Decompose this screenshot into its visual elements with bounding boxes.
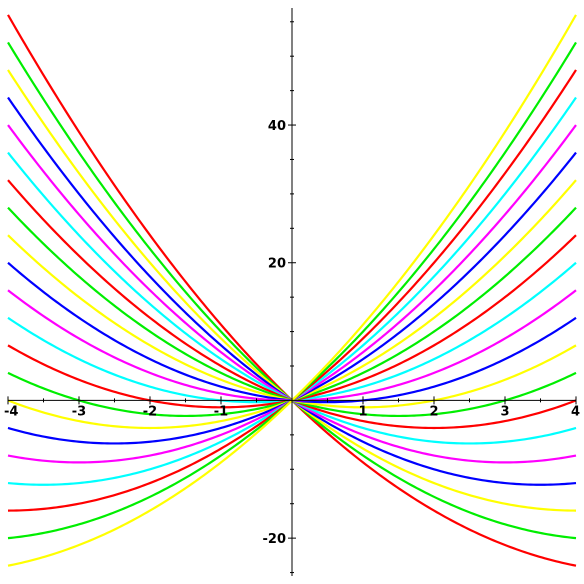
y-tick-label: 40 xyxy=(268,119,286,134)
x-tick-label: 4 xyxy=(571,404,580,419)
x-tick-label: 2 xyxy=(429,404,438,419)
x-tick-label: -2 xyxy=(143,404,157,419)
x-tick-label: -1 xyxy=(214,404,228,419)
y-tick-label: -20 xyxy=(263,532,287,547)
x-tick-label: -4 xyxy=(4,404,18,419)
x-tick-label: 1 xyxy=(358,404,367,419)
x-tick-label: -3 xyxy=(72,404,86,419)
x-tick-label: 3 xyxy=(500,404,509,419)
ticks-group xyxy=(7,21,577,574)
tick-labels-group: -4 -3 -2 -1 1 2 3 4 -20 20 40 xyxy=(4,119,580,547)
y-tick-label: 20 xyxy=(268,257,286,272)
